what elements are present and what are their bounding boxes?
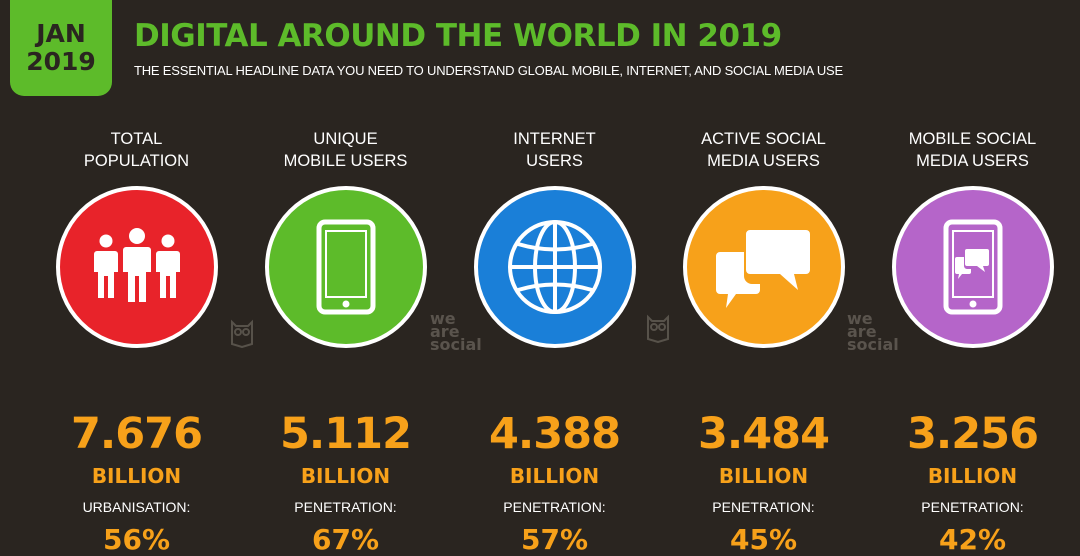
page-title: DIGITAL AROUND THE WORLD IN 2019: [134, 18, 782, 54]
badge-year: 2019: [26, 47, 96, 76]
owl-logo-icon: [647, 314, 669, 343]
metric-label: PENETRATION:: [294, 499, 397, 515]
page-subtitle: THE ESSENTIAL HEADLINE DATA YOU NEED TO …: [134, 63, 843, 78]
mobile-chat-icon: [943, 219, 1002, 315]
badge-month: JAN: [36, 19, 86, 48]
metric-value: 42%: [938, 523, 1007, 556]
date-badge: JAN 2019: [10, 0, 112, 96]
metric-value: 67%: [311, 523, 380, 556]
owl-logo-icon: [231, 319, 253, 348]
social-circle: [682, 186, 845, 348]
metric-label: PENETRATION:: [921, 499, 1024, 515]
we-are-social-logo: we are social: [430, 309, 482, 354]
metric-value: 57%: [520, 523, 589, 556]
stat-label: MOBILE SOCIAL MEDIA USERS: [908, 130, 1037, 170]
stat-value: 4.388: [488, 409, 621, 459]
internet-circle: [473, 186, 636, 348]
stat-unit: BILLION: [91, 464, 182, 488]
stat-unit: BILLION: [300, 464, 391, 488]
stat-mobile-social-media-users: MOBILE SOCIAL MEDIA USERS 3.256 BILLION …: [868, 128, 1077, 556]
metric-value: 56%: [102, 523, 171, 556]
stat-value: 3.256: [906, 409, 1039, 459]
stat-active-social-media-users: ACTIVE SOCIAL MEDIA USERS 3.484 BILLION …: [659, 128, 868, 556]
stat-label: UNIQUE MOBILE USERS: [283, 130, 408, 170]
metric-value: 45%: [729, 523, 798, 556]
stat-unit: BILLION: [718, 464, 809, 488]
stat-label: INTERNET USERS: [513, 130, 596, 170]
people-icon: [93, 228, 180, 302]
we-are-social-logo: we are social: [847, 309, 899, 354]
stat-value: 5.112: [279, 409, 412, 459]
stat-label: TOTAL POPULATION: [83, 130, 190, 170]
stat-value: 3.484: [697, 409, 830, 459]
stat-total-population: TOTAL POPULATION 7.676 BILLION URBANISAT…: [32, 128, 241, 556]
stat-label: ACTIVE SOCIAL MEDIA USERS: [701, 130, 826, 170]
chat-bubbles-icon: [715, 230, 810, 308]
mobile-social-circle: [891, 186, 1054, 348]
stat-unit: BILLION: [927, 464, 1018, 488]
population-circle: [55, 186, 218, 348]
stat-unique-mobile-users: UNIQUE MOBILE USERS 5.112 BILLION PENETR…: [241, 128, 450, 556]
mobile-circle: [264, 186, 427, 348]
metric-label: URBANISATION:: [82, 499, 191, 515]
mobile-phone-icon: [316, 219, 375, 315]
stat-unit: BILLION: [509, 464, 600, 488]
stat-value: 7.676: [70, 409, 203, 459]
metric-label: PENETRATION:: [712, 499, 815, 515]
globe-icon: [507, 220, 602, 314]
metric-label: PENETRATION:: [503, 499, 606, 515]
